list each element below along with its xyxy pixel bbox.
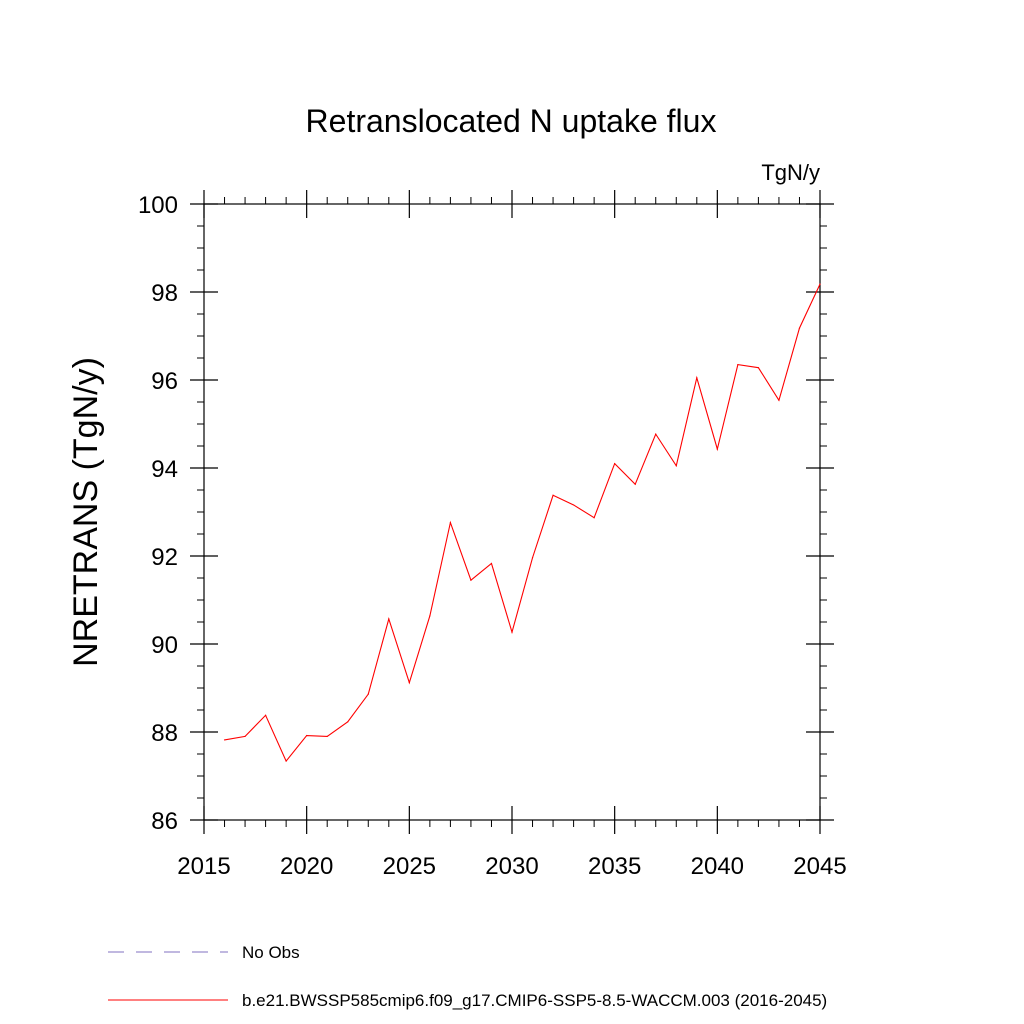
plot-frame	[203, 203, 821, 821]
y-tick-label: 94	[151, 456, 178, 483]
major-ticks	[190, 190, 834, 834]
x-tick-labels: 2015 2020 2025 2030 2035 2040 2045	[177, 853, 846, 880]
y-tick-label: 98	[151, 280, 178, 307]
series-line	[224, 283, 821, 763]
x-tick-label: 2040	[691, 853, 744, 880]
data-point	[326, 735, 328, 738]
chart-title: Retranslocated N uptake flux	[306, 103, 717, 139]
data-point	[367, 693, 369, 695]
data-point	[265, 714, 267, 716]
data-point	[388, 618, 390, 620]
y-tick-label: 92	[151, 544, 178, 571]
data-point	[449, 521, 451, 524]
series-layer	[223, 283, 821, 763]
legend-label: b.e21.BWSSP585cmip6.f09_g17.CMIP6-SSP5-8…	[242, 991, 827, 1010]
data-point	[347, 721, 349, 723]
x-tick-label: 2020	[280, 853, 333, 880]
x-tick-label: 2030	[485, 853, 538, 880]
data-point	[429, 615, 431, 617]
data-point	[490, 562, 493, 565]
data-point	[716, 448, 718, 450]
y-tick-label: 88	[151, 720, 178, 747]
data-point	[819, 283, 821, 285]
legend: No Obs b.e21.BWSSP585cmip6.f09_g17.CMIP6-…	[108, 943, 827, 1010]
data-point	[244, 735, 246, 738]
x-tick-label: 2035	[588, 853, 641, 880]
units-label: TgN/y	[761, 160, 820, 185]
data-point	[655, 433, 657, 435]
y-tick-label: 96	[151, 368, 178, 395]
legend-label: No Obs	[242, 943, 300, 962]
data-point	[737, 364, 739, 366]
data-point	[593, 517, 595, 519]
data-point	[573, 504, 575, 506]
y-tick-label: 86	[151, 808, 178, 835]
data-point	[798, 327, 801, 329]
data-point	[511, 631, 513, 633]
y-axis-label: NRETRANS (TgN/y)	[67, 357, 105, 667]
data-point	[531, 557, 534, 559]
data-point	[696, 377, 698, 379]
data-point	[757, 367, 760, 369]
data-point	[408, 682, 410, 684]
data-point	[614, 463, 616, 465]
data-point	[552, 494, 554, 496]
data-point	[223, 739, 226, 741]
x-tick-label: 2045	[793, 853, 846, 880]
data-point	[285, 760, 287, 762]
y-tick-label: 100	[138, 192, 178, 219]
data-point	[470, 579, 472, 581]
x-tick-label: 2015	[177, 853, 230, 880]
y-tick-label: 90	[151, 632, 178, 659]
x-tick-label: 2025	[383, 853, 436, 880]
y-tick-labels: 86 88 90 92 94 96 98 100	[138, 192, 178, 835]
data-point	[634, 483, 636, 485]
data-point	[778, 399, 780, 401]
minor-ticks	[197, 197, 827, 827]
data-point	[306, 734, 308, 737]
data-point	[675, 465, 677, 467]
